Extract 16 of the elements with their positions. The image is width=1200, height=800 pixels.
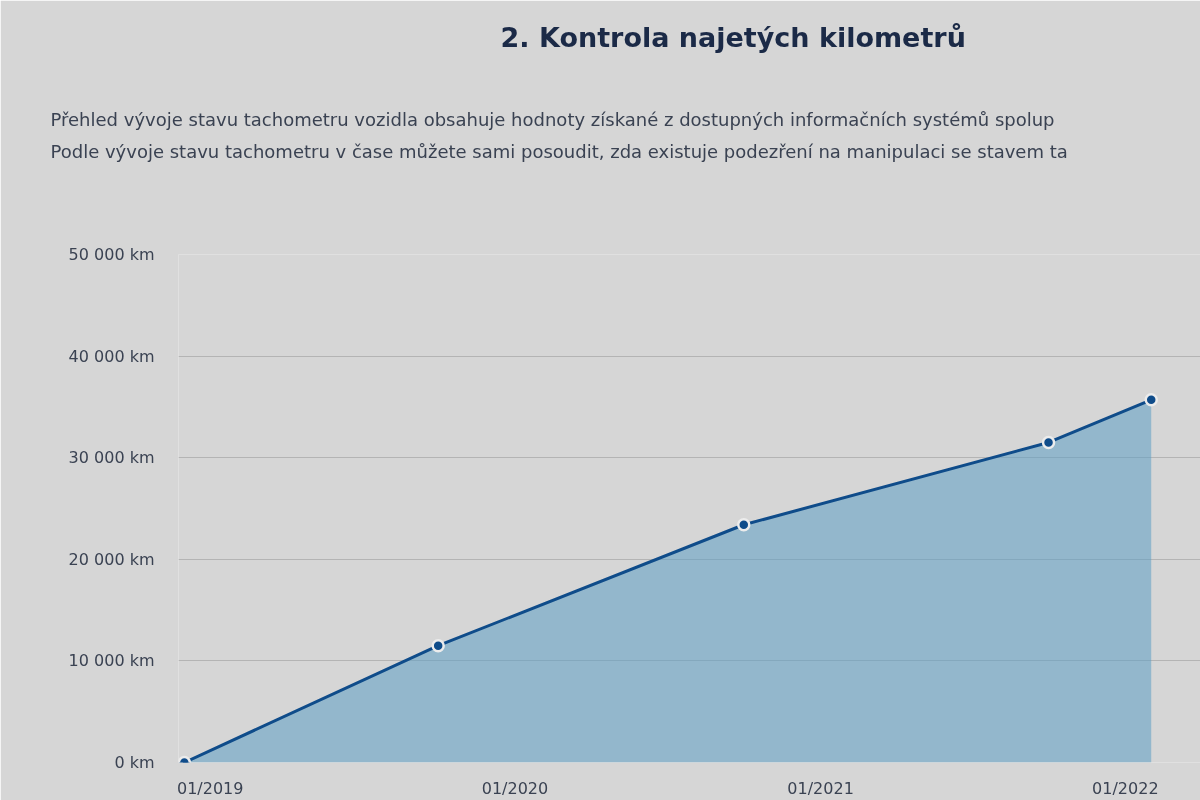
y-tick-label: 10 000 km — [68, 651, 155, 671]
point — [1041, 435, 1056, 450]
y-tick-label: 20 000 km — [68, 549, 155, 569]
point — [431, 638, 445, 653]
x-tick-label: 01/2019 — [176, 778, 244, 798]
chart-title: 2. Kontrola najetých kilometrů — [500, 21, 966, 53]
y-tick-label: 30 000 km — [68, 448, 155, 468]
y-tick-label: 50 000 km — [68, 245, 155, 264]
point — [1144, 393, 1158, 407]
y-tick-label: 0 km — [114, 753, 155, 772]
x-tick-label: 01/2020 — [481, 778, 549, 798]
x-tick-label: 01/2022 — [1092, 778, 1159, 798]
y-tick-label: 40 000 km — [68, 346, 155, 366]
point — [737, 518, 751, 532]
x-tick-label: 01/2021 — [787, 778, 854, 798]
chart-subtitle: Přehled vývoje stavu tachometru vozidla obsahuje hodnoty získané z dostupných informačních systémů spolup Podle vývoje stavu tachometru v čase můžete sami posoudit, zda existuje podezření na manipulaci se stavem ta — [50, 109, 1068, 162]
